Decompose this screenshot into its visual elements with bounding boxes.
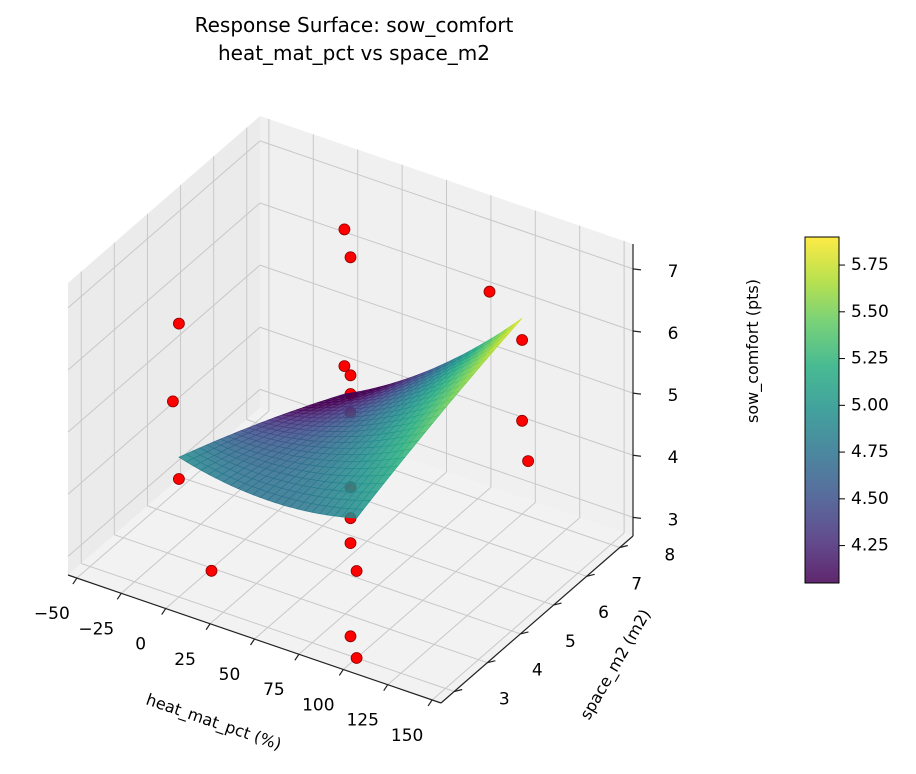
pane-left-wall: [68, 116, 260, 575]
grid-line-y: [81, 563, 455, 692]
z-tick-mark: [632, 330, 642, 333]
data-point: [516, 334, 528, 346]
surface-facet: [348, 508, 364, 519]
grid-line-z: [259, 202, 634, 332]
x-tick-label: 125: [346, 711, 378, 731]
colorbar-tick-label: 5.75: [851, 255, 889, 275]
grid-line-z: [67, 388, 261, 557]
grid-line-z: [67, 140, 261, 309]
y-tick-mark: [520, 631, 529, 635]
z-tick-label: 4: [668, 448, 679, 468]
grid-line-x: [342, 502, 536, 670]
x-tick-mark: [427, 699, 433, 707]
z-tick-mark: [632, 392, 642, 395]
grid-line-y: [180, 476, 554, 606]
z-tick-label: 5: [668, 386, 679, 406]
grid-line-x: [254, 471, 447, 640]
x-tick-label: 0: [135, 635, 146, 655]
colorbar-tick-label: 4.75: [851, 442, 889, 462]
data-point: [344, 537, 357, 549]
data-point: [338, 223, 351, 236]
y-tick-mark: [553, 602, 562, 606]
grid-line-x: [387, 517, 581, 686]
x-tick-mark: [338, 669, 344, 676]
data-point: [344, 251, 357, 264]
data-point: [522, 455, 534, 468]
x-tick-mark: [250, 638, 255, 646]
y-tick-mark: [619, 544, 628, 549]
colorbar-tick-label: 5.50: [851, 302, 889, 322]
grid-line-z: [259, 264, 634, 394]
x-tick-label: 25: [174, 650, 196, 670]
response-surface: [178, 318, 523, 519]
chart-title-line-2: heat_mat_pct vs space_m2: [218, 41, 490, 65]
z-tick-mark: [632, 516, 642, 519]
x-tick-mark: [205, 623, 211, 631]
y-axis-line: [440, 535, 634, 704]
grid-line-z: [67, 264, 261, 433]
z-tick-label: 7: [668, 262, 679, 282]
data-points-front: [166, 223, 534, 577]
x-tick-label: 100: [302, 695, 334, 715]
colorbar-gradient: [804, 236, 840, 584]
y-tick-mark: [454, 688, 463, 693]
y-tick-label: 8: [664, 546, 675, 566]
z-tick-mark: [632, 268, 642, 271]
grid-line-y: [114, 534, 488, 664]
x-tick-label: 50: [219, 665, 241, 685]
grid-line-z: [67, 202, 261, 371]
data-point: [350, 652, 363, 664]
x-tick-label: −25: [78, 619, 114, 639]
data-point: [172, 473, 185, 485]
z-tick-mark: [632, 454, 642, 457]
x-tick-mark: [72, 577, 78, 585]
data-point: [205, 564, 218, 577]
colorbar: 4.25 4.50 4.75 5.00 5.25 5.50 5.75: [804, 236, 889, 584]
x-tick-label: −50: [34, 604, 70, 624]
y-axis-label: space_m2 (m2): [576, 606, 655, 723]
y-tick-label: 4: [532, 661, 543, 681]
z-axis-label: sow_comfort (pts): [743, 279, 763, 423]
data-point: [483, 285, 496, 298]
z-tick-label: 3: [668, 510, 679, 530]
axes-grid: [67, 119, 634, 701]
grid-line-z: [259, 140, 634, 270]
y-tick-mark: [487, 660, 496, 664]
data-point: [338, 360, 351, 373]
grid-line-y: [147, 505, 521, 635]
data-point: [350, 565, 363, 577]
y-tick-label: 5: [565, 632, 576, 652]
x-tick-mark: [161, 608, 167, 615]
data-point: [166, 395, 179, 408]
colorbar-tick-label: 5.00: [851, 395, 889, 415]
x-tick-mark: [294, 653, 300, 661]
y-tick-label: 6: [598, 603, 609, 623]
grid-line-x: [431, 532, 625, 701]
x-tick-mark: [383, 684, 389, 692]
data-point: [344, 369, 357, 382]
colorbar-tick-label: 4.25: [851, 536, 889, 556]
colorbar-tick-label: 5.25: [851, 349, 889, 369]
grid-line-z: [67, 326, 261, 495]
colorbar-tick-label: 4.50: [851, 489, 889, 509]
axes-ticks: −50 −25 0 25 50 75 100 125 150 3 4 5 6 7 8 3 4 5 6 7: [34, 244, 678, 746]
x-tick-mark: [116, 592, 122, 600]
y-tick-label: 7: [631, 574, 642, 594]
x-tick-label: 150: [391, 726, 423, 746]
x-tick-label: 75: [263, 680, 285, 700]
data-point: [172, 317, 185, 330]
y-tick-label: 3: [499, 689, 510, 709]
data-point: [516, 414, 528, 427]
z-tick-label: 6: [668, 324, 679, 344]
data-point: [344, 630, 357, 643]
y-tick-mark: [586, 573, 595, 577]
grid-line-x: [298, 486, 492, 655]
chart-title-line-1: Response Surface: sow_comfort: [195, 13, 514, 37]
